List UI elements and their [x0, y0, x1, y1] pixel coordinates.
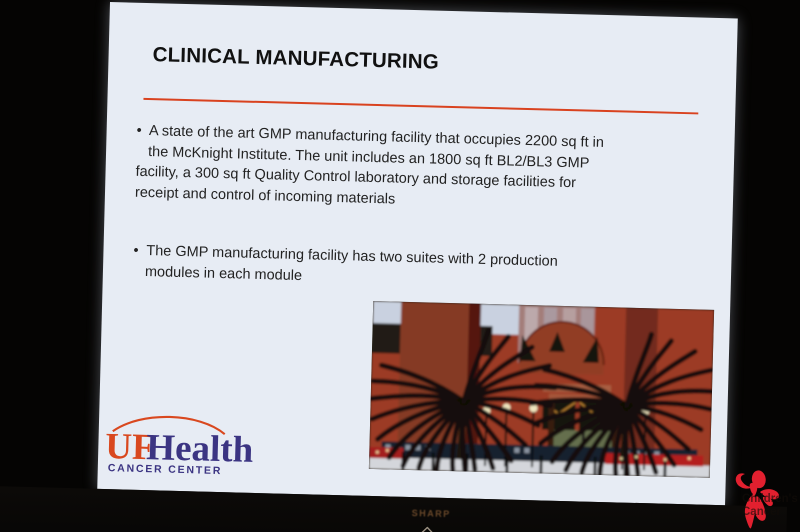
svg-text:CANCER CENTER: CANCER CENTER: [108, 462, 223, 477]
